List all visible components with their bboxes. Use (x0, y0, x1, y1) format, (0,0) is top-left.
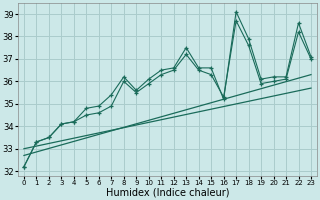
X-axis label: Humidex (Indice chaleur): Humidex (Indice chaleur) (106, 187, 229, 197)
